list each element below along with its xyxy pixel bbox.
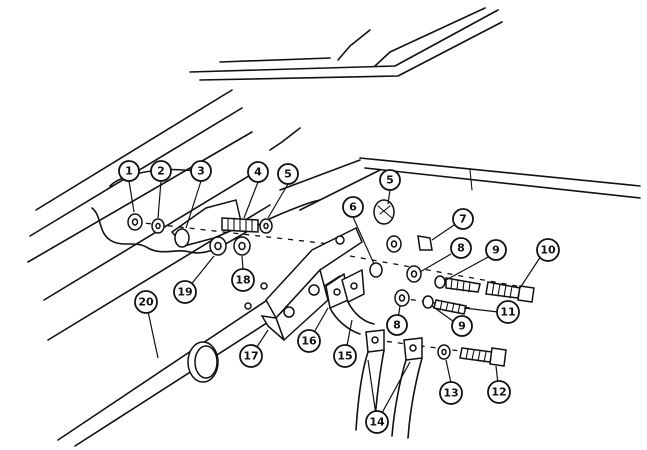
svg-text:20: 20 bbox=[138, 296, 154, 309]
callout-7: 7 bbox=[452, 208, 474, 230]
callout-9-lower: 9 bbox=[451, 315, 473, 337]
svg-text:5: 5 bbox=[386, 174, 394, 187]
panel-grommet bbox=[187, 341, 219, 383]
svg-text:5: 5 bbox=[284, 168, 292, 181]
cable-lugs bbox=[355, 329, 507, 439]
callout-8: 8 bbox=[450, 237, 472, 259]
terminal-block bbox=[244, 226, 363, 342]
svg-text:14: 14 bbox=[369, 416, 385, 429]
svg-text:15: 15 bbox=[337, 350, 352, 363]
callout-16: 16 bbox=[297, 329, 321, 353]
terminal-lugs bbox=[325, 268, 375, 335]
cutaway-edge bbox=[91, 199, 321, 254]
svg-text:13: 13 bbox=[443, 387, 458, 400]
svg-text:8: 8 bbox=[393, 319, 401, 332]
svg-text:6: 6 bbox=[349, 201, 357, 214]
callout-9: 9 bbox=[485, 239, 507, 261]
callout-2: 2 bbox=[150, 160, 172, 182]
callout-14: 14 bbox=[365, 410, 389, 434]
svg-text:16: 16 bbox=[301, 335, 317, 348]
callout-6: 6 bbox=[342, 196, 364, 218]
callout-20: 20 bbox=[134, 290, 158, 314]
callout-11: 11 bbox=[496, 300, 520, 324]
svg-text:9: 9 bbox=[492, 244, 500, 257]
callout-18: 18 bbox=[231, 268, 255, 292]
svg-text:8: 8 bbox=[457, 242, 465, 255]
callout-19: 19 bbox=[173, 280, 197, 304]
right-hardware-chain bbox=[349, 199, 535, 353]
svg-text:19: 19 bbox=[177, 286, 192, 299]
callout-15: 15 bbox=[333, 344, 357, 368]
svg-text:9: 9 bbox=[458, 320, 466, 333]
svg-text:2: 2 bbox=[157, 165, 165, 178]
callout-17: 17 bbox=[239, 344, 263, 368]
callout-1: 1 bbox=[118, 160, 140, 182]
callout-10: 10 bbox=[536, 238, 560, 262]
svg-text:7: 7 bbox=[459, 213, 467, 226]
upper-panel-outline bbox=[189, 7, 503, 81]
callout-4: 4 bbox=[247, 161, 269, 183]
callout-8-lower: 8 bbox=[386, 314, 408, 336]
callout-13: 13 bbox=[439, 381, 463, 405]
svg-text:10: 10 bbox=[540, 244, 556, 257]
callout-12: 12 bbox=[487, 380, 511, 404]
svg-text:11: 11 bbox=[500, 306, 515, 319]
svg-text:3: 3 bbox=[197, 165, 205, 178]
callout-5-right: 5 bbox=[379, 169, 401, 191]
callout-3: 3 bbox=[190, 160, 212, 182]
svg-text:17: 17 bbox=[243, 350, 258, 363]
body-panel-lines bbox=[27, 89, 641, 447]
callout-5: 5 bbox=[277, 163, 299, 185]
svg-text:12: 12 bbox=[491, 386, 506, 399]
left-hardware-chain bbox=[127, 213, 331, 256]
svg-text:18: 18 bbox=[235, 274, 250, 287]
insulator-sleeve bbox=[170, 199, 243, 248]
svg-text:4: 4 bbox=[254, 166, 262, 179]
svg-text:1: 1 bbox=[125, 165, 133, 178]
